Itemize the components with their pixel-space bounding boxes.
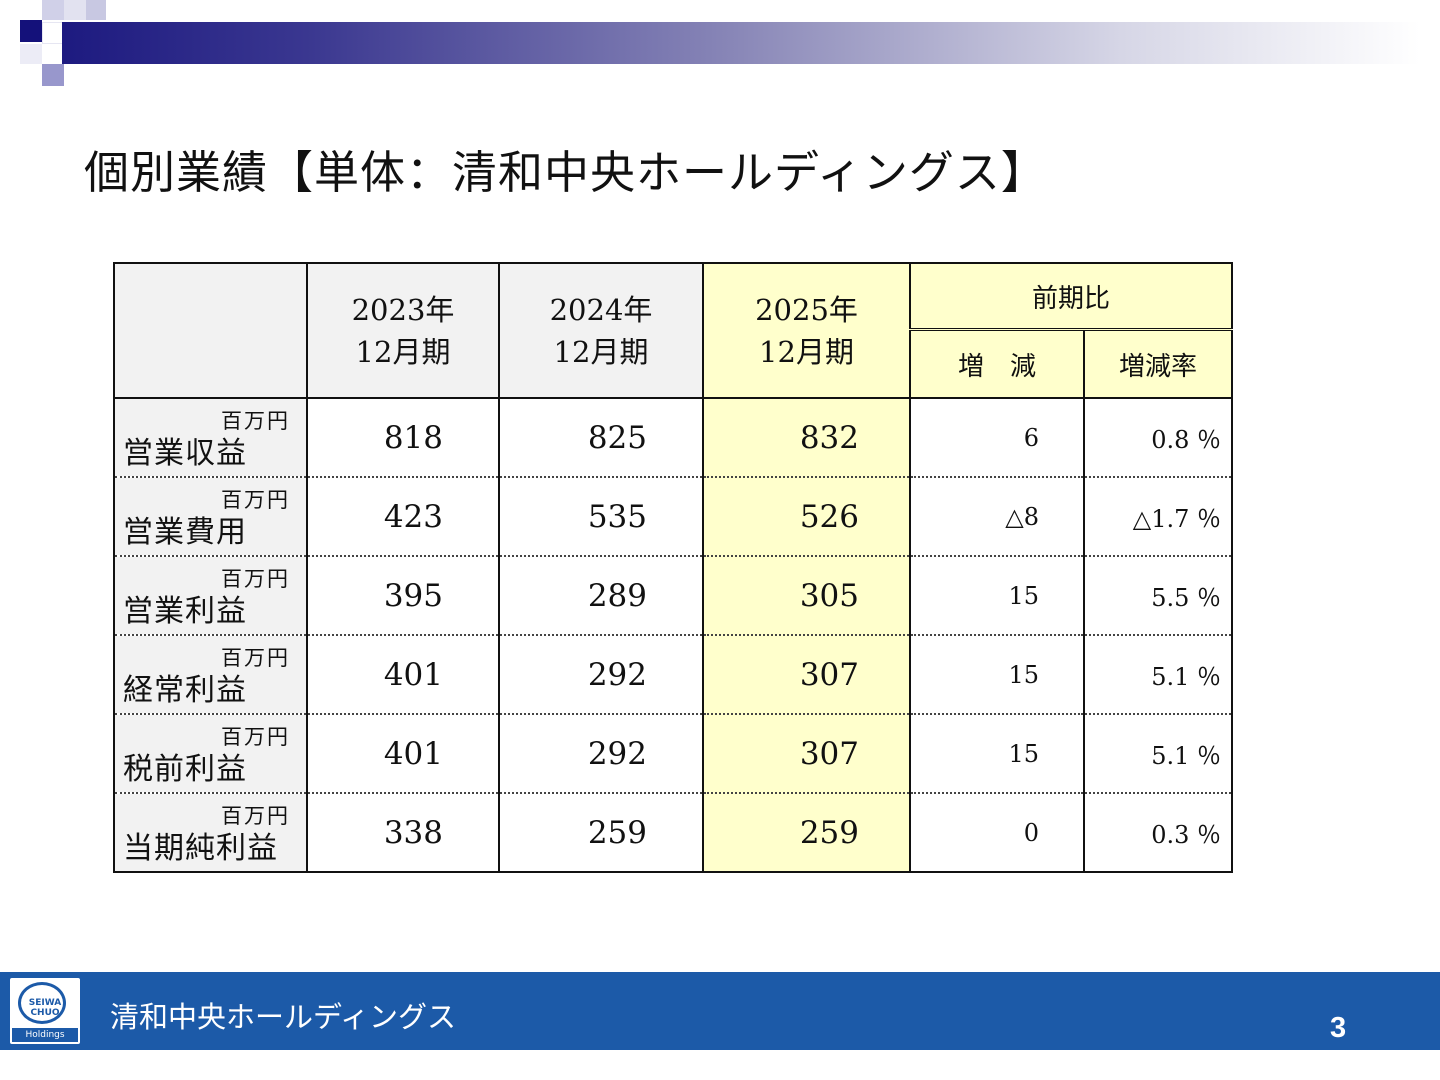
- value-2024: 825: [498, 398, 704, 478]
- value-2023: 338: [306, 793, 500, 873]
- header-period: 12月期: [553, 334, 649, 369]
- value-diff: △8: [909, 477, 1085, 557]
- header-year-2024: 2024年 12月期: [498, 262, 704, 399]
- value-diff: 15: [909, 635, 1085, 715]
- table-row: 百万円 当期純利益 338 259 259 0 0.3 ％: [113, 793, 1234, 873]
- value-diff: 15: [909, 714, 1085, 794]
- header-period: 12月期: [759, 334, 854, 369]
- decor-square: [42, 22, 64, 44]
- header-diff: 増 減: [909, 328, 1085, 399]
- decor-square: [42, 64, 64, 86]
- item-name: 営業利益: [123, 594, 247, 629]
- decor-square: [86, 0, 106, 20]
- decor-square: [20, 20, 42, 42]
- header-period: 12月期: [355, 334, 451, 369]
- value-2023: 818: [306, 398, 500, 478]
- value-2024: 535: [498, 477, 704, 557]
- value-2023: 395: [306, 556, 500, 636]
- header-year-2025: 2025年 12月期: [702, 262, 911, 399]
- value-2024: 259: [498, 793, 704, 873]
- value-rate: 0.3 ％: [1082, 793, 1234, 873]
- row-label-cell: 百万円税前利益: [113, 714, 308, 794]
- unit-label: 百万円: [221, 725, 290, 749]
- header-corner: [113, 262, 308, 399]
- value-rate: 5.1 ％: [1082, 635, 1234, 715]
- footer-bar: SEIWA CHUO Holdings 清和中央ホールディングス 3: [0, 972, 1440, 1050]
- item-name: 営業費用: [123, 515, 247, 550]
- item-name: 税前利益: [123, 752, 247, 787]
- value-2023: 423: [306, 477, 500, 557]
- unit-label: 百万円: [221, 804, 290, 828]
- logo-subtitle: Holdings: [12, 1028, 78, 1042]
- table-row: 百万円 営業利益 395 289 305 15 5.5 ％: [113, 556, 1234, 636]
- logo-ring: SEIWA CHUO: [18, 982, 66, 1024]
- unit-label: 百万円: [221, 409, 290, 433]
- item-name: 経常利益: [123, 673, 247, 708]
- value-2024: 292: [498, 635, 704, 715]
- header-year-2023: 2023年 12月期: [306, 262, 500, 399]
- logo-line2: CHUO: [30, 1008, 60, 1018]
- header-year: 2023年: [351, 292, 455, 327]
- logo-line1: SEIWA: [28, 998, 62, 1008]
- header-year: 2024年: [549, 292, 653, 327]
- row-label-cell: 百万円当期純利益: [113, 793, 308, 873]
- page-title: 個別業績【単体：清和中央ホールディングス】: [84, 146, 1047, 199]
- row-label-cell: 百万円営業利益: [113, 556, 308, 636]
- table-body: 百万円 営業収益 818 825 832 6 0.8 ％百万円 営業費用 423 535 526 △8…: [113, 398, 1234, 873]
- value-2025: 259: [702, 793, 911, 873]
- table-row: 百万円 経常利益 401 292 307 15 5.1 ％: [113, 635, 1234, 715]
- value-2024: 292: [498, 714, 704, 794]
- row-label-cell: 百万円営業費用: [113, 477, 308, 557]
- value-rate: △1.7 ％: [1082, 477, 1234, 557]
- company-logo: SEIWA CHUO Holdings: [10, 978, 80, 1044]
- value-diff: 0: [909, 793, 1085, 873]
- value-rate: 5.5 ％: [1082, 556, 1234, 636]
- row-label-cell: 百万円経常利益: [113, 635, 308, 715]
- value-rate: 0.8 ％: [1082, 398, 1234, 478]
- value-rate: 5.1 ％: [1082, 714, 1234, 794]
- header-comparison: 前期比: [908, 262, 1234, 331]
- unit-label: 百万円: [221, 646, 290, 670]
- value-2023: 401: [306, 635, 500, 715]
- performance-table: 2023年 12月期 2024年 12月期 2025年 12月期 前期比 増 減…: [113, 262, 1234, 873]
- table-row: 百万円 営業収益 818 825 832 6 0.8 ％: [113, 398, 1234, 478]
- table-row: 百万円 税前利益 401 292 307 15 5.1 ％: [113, 714, 1234, 794]
- header-year: 2025年: [755, 292, 858, 327]
- footer-company-name: 清和中央ホールディングス: [110, 1000, 456, 1034]
- header-rate: 増減率: [1082, 328, 1234, 399]
- value-2023: 401: [306, 714, 500, 794]
- unit-label: 百万円: [221, 567, 290, 591]
- row-label-cell: 百万円営業収益: [113, 398, 308, 478]
- unit-label: 百万円: [221, 488, 290, 512]
- item-name: 当期純利益: [123, 831, 278, 866]
- decor-square: [20, 44, 42, 64]
- value-2025: 832: [702, 398, 911, 478]
- performance-table-wrap: 2023年 12月期 2024年 12月期 2025年 12月期 前期比 増 減…: [113, 262, 1234, 878]
- decor-square: [64, 0, 86, 20]
- value-2025: 307: [702, 635, 911, 715]
- decor-square: [42, 0, 64, 20]
- page-number: 3: [1330, 1012, 1347, 1044]
- item-name: 営業収益: [123, 436, 247, 471]
- table-row: 百万円 営業費用 423 535 526 △8 △1.7 ％: [113, 477, 1234, 557]
- value-2025: 305: [702, 556, 911, 636]
- header-gradient-bar: [62, 22, 1420, 64]
- value-diff: 6: [909, 398, 1085, 478]
- value-2025: 307: [702, 714, 911, 794]
- value-2024: 289: [498, 556, 704, 636]
- value-2025: 526: [702, 477, 911, 557]
- value-diff: 15: [909, 556, 1085, 636]
